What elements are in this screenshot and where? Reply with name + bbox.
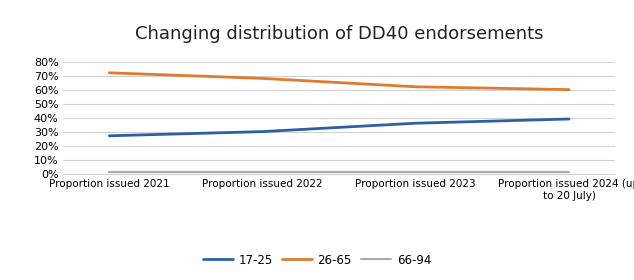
66-94 (105, 171, 113, 174)
Line: 26-65: 26-65 (110, 73, 569, 90)
17-25 (105, 134, 113, 137)
Legend: 17-25, 26-65, 66-94: 17-25, 26-65, 66-94 (198, 249, 436, 271)
17-25 (566, 117, 573, 121)
66-94 (412, 171, 420, 174)
26-65 (412, 85, 420, 88)
66-94 (259, 171, 266, 174)
26-65 (566, 88, 573, 91)
17-25 (259, 130, 266, 133)
26-65 (259, 77, 266, 80)
Title: Changing distribution of DD40 endorsements: Changing distribution of DD40 endorsemen… (135, 25, 543, 43)
66-94 (566, 171, 573, 174)
Line: 17-25: 17-25 (110, 119, 569, 136)
17-25 (412, 122, 420, 125)
26-65 (105, 71, 113, 74)
